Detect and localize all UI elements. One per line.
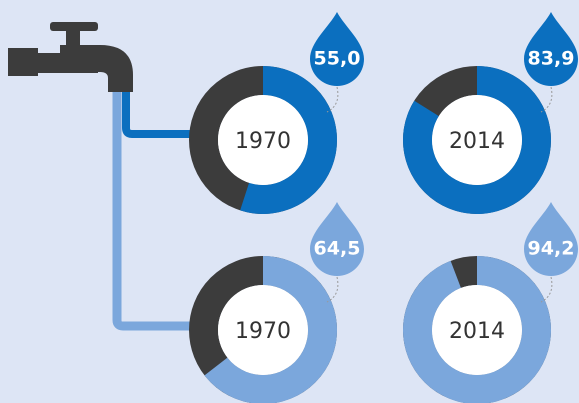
page: {"chart_data": [ {"type": "donut", "labe… xyxy=(0,0,579,403)
value-label: 64,5 xyxy=(314,238,361,260)
value-label: 94,2 xyxy=(528,238,575,260)
center-label: 2014 xyxy=(449,319,505,344)
center-label: 1970 xyxy=(235,319,291,344)
center-label: 2014 xyxy=(449,129,505,154)
value-label: 83,9 xyxy=(528,48,575,70)
center-label: 1970 xyxy=(235,129,291,154)
value-label: 55,0 xyxy=(314,48,361,70)
infographic: 55,0 1970 83,9 2014 64,5 1970 94,2 2014 xyxy=(0,0,579,403)
